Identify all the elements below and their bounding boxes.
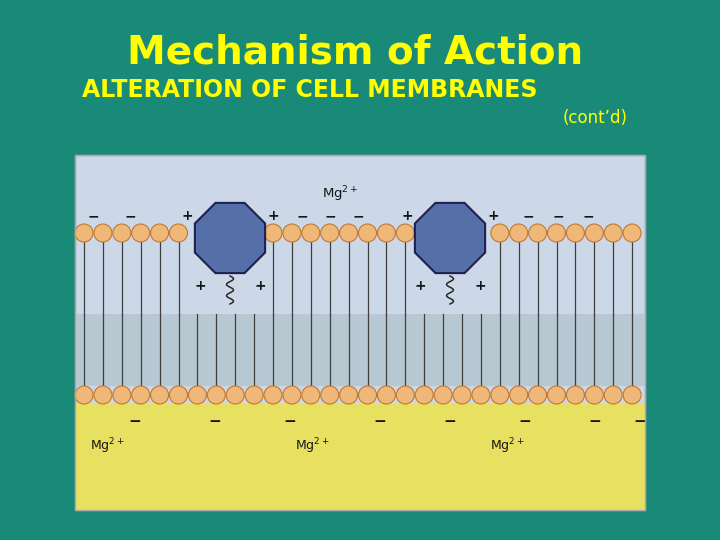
Text: −: − xyxy=(129,415,141,429)
Bar xyxy=(75,155,645,510)
Text: −: − xyxy=(582,209,594,223)
Polygon shape xyxy=(195,203,265,273)
Text: Mg$^{2+}$: Mg$^{2+}$ xyxy=(295,436,330,456)
Circle shape xyxy=(415,386,433,404)
Circle shape xyxy=(547,386,565,404)
Bar xyxy=(75,155,645,510)
Circle shape xyxy=(75,386,93,404)
Text: −: − xyxy=(324,209,336,223)
Text: −: − xyxy=(124,209,136,223)
Text: +: + xyxy=(401,209,413,223)
Circle shape xyxy=(377,386,395,404)
Circle shape xyxy=(434,386,452,404)
Circle shape xyxy=(75,224,93,242)
Text: −: − xyxy=(634,415,647,429)
Text: +: + xyxy=(194,279,206,293)
Text: Mechanism of Action: Mechanism of Action xyxy=(127,33,583,71)
Text: Mg$^{2+}$: Mg$^{2+}$ xyxy=(322,184,359,204)
Circle shape xyxy=(472,386,490,404)
Circle shape xyxy=(359,224,377,242)
Circle shape xyxy=(264,224,282,242)
Text: +: + xyxy=(267,209,279,223)
Circle shape xyxy=(283,224,301,242)
Circle shape xyxy=(302,386,320,404)
Circle shape xyxy=(359,386,377,404)
Circle shape xyxy=(245,386,263,404)
Circle shape xyxy=(528,224,546,242)
Circle shape xyxy=(585,386,603,404)
Circle shape xyxy=(547,224,565,242)
Text: Mg$^{2+}$: Mg$^{2+}$ xyxy=(490,436,524,456)
Circle shape xyxy=(94,386,112,404)
Circle shape xyxy=(396,224,414,242)
Circle shape xyxy=(150,386,168,404)
Circle shape xyxy=(340,386,358,404)
Circle shape xyxy=(207,386,225,404)
Circle shape xyxy=(340,224,358,242)
Circle shape xyxy=(264,386,282,404)
Text: +: + xyxy=(487,209,499,223)
Text: Mg$^{2+}$: Mg$^{2+}$ xyxy=(90,436,125,456)
Circle shape xyxy=(567,224,585,242)
Circle shape xyxy=(453,386,471,404)
Circle shape xyxy=(623,224,641,242)
Text: +: + xyxy=(474,279,486,293)
Circle shape xyxy=(302,224,320,242)
Circle shape xyxy=(320,386,338,404)
Text: +: + xyxy=(414,279,426,293)
Circle shape xyxy=(113,224,131,242)
Circle shape xyxy=(528,386,546,404)
Polygon shape xyxy=(415,203,485,273)
Circle shape xyxy=(150,224,168,242)
Bar xyxy=(75,314,645,386)
Circle shape xyxy=(132,386,150,404)
Circle shape xyxy=(377,224,395,242)
Text: −: − xyxy=(522,209,534,223)
Circle shape xyxy=(113,386,131,404)
Circle shape xyxy=(283,386,301,404)
Text: −: − xyxy=(552,209,564,223)
Circle shape xyxy=(132,224,150,242)
Circle shape xyxy=(491,386,509,404)
Circle shape xyxy=(604,224,622,242)
Circle shape xyxy=(396,386,414,404)
Circle shape xyxy=(169,224,187,242)
Circle shape xyxy=(226,386,244,404)
Text: −: − xyxy=(374,415,387,429)
Text: −: − xyxy=(589,415,601,429)
Circle shape xyxy=(510,224,528,242)
Text: +: + xyxy=(181,209,193,223)
Circle shape xyxy=(585,224,603,242)
Text: (cont’d): (cont’d) xyxy=(562,109,628,127)
Circle shape xyxy=(320,224,338,242)
Text: −: − xyxy=(209,415,221,429)
Text: +: + xyxy=(254,279,266,293)
Text: −: − xyxy=(284,415,297,429)
Text: −: − xyxy=(87,209,99,223)
Text: −: − xyxy=(444,415,456,429)
Circle shape xyxy=(169,386,187,404)
Circle shape xyxy=(189,386,207,404)
Circle shape xyxy=(623,386,641,404)
Text: −: − xyxy=(296,209,308,223)
Text: −: − xyxy=(518,415,531,429)
Circle shape xyxy=(510,386,528,404)
Text: ALTERATION OF CELL MEMBRANES: ALTERATION OF CELL MEMBRANES xyxy=(82,78,538,102)
Circle shape xyxy=(94,224,112,242)
Circle shape xyxy=(491,224,509,242)
Circle shape xyxy=(567,386,585,404)
Text: −: − xyxy=(352,209,364,223)
Bar xyxy=(75,404,645,510)
Circle shape xyxy=(604,386,622,404)
